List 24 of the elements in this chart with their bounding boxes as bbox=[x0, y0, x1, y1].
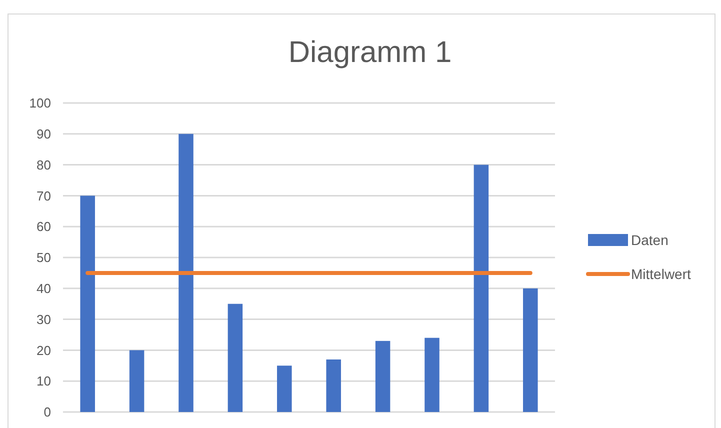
y-tick-label: 80 bbox=[36, 157, 51, 172]
y-tick-label: 70 bbox=[36, 188, 51, 204]
y-tick-label: 40 bbox=[36, 280, 51, 296]
y-tick-label: 50 bbox=[36, 250, 51, 266]
y-tick-label: 0 bbox=[44, 404, 51, 420]
bar bbox=[129, 350, 144, 412]
bar bbox=[326, 359, 341, 412]
bar bbox=[277, 366, 292, 412]
bar bbox=[375, 340, 390, 412]
y-tick-label: 100 bbox=[29, 96, 51, 111]
bar bbox=[523, 288, 538, 412]
y-tick-label: 30 bbox=[36, 312, 51, 327]
chart-title: Diagramm 1 bbox=[288, 36, 452, 69]
legend-label: Daten bbox=[631, 232, 668, 248]
y-tick-label: 10 bbox=[36, 374, 51, 389]
bar bbox=[424, 338, 440, 412]
bar bbox=[228, 304, 243, 412]
legend-label: Mittelwert bbox=[631, 266, 692, 282]
y-tick-label: 20 bbox=[36, 342, 51, 358]
y-tick-label: 90 bbox=[36, 126, 51, 142]
bar bbox=[178, 134, 194, 412]
bar bbox=[80, 196, 95, 412]
y-tick-label: 60 bbox=[36, 219, 51, 234]
bar bbox=[474, 164, 489, 412]
